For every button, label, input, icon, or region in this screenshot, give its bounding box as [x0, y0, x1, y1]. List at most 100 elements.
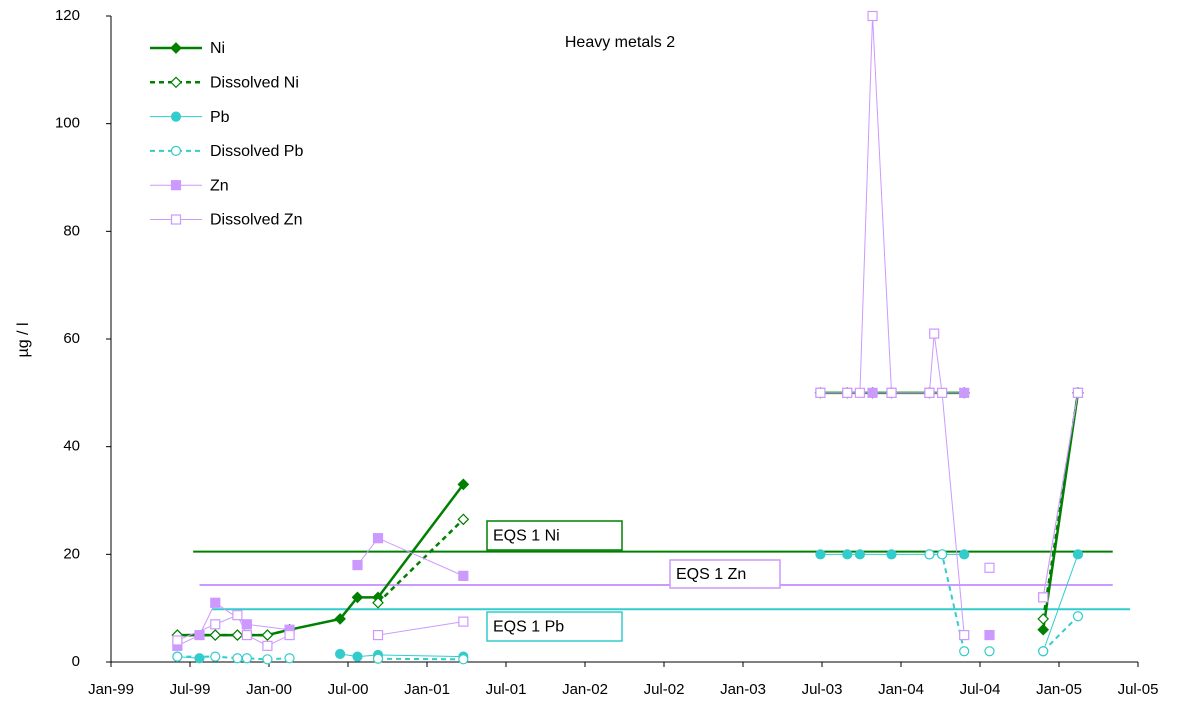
legend-marker	[170, 180, 182, 191]
data-point	[241, 629, 252, 641]
data-point	[984, 646, 995, 657]
reference-label-box	[486, 611, 623, 642]
x-tick-label: Jan-05	[1036, 681, 1082, 698]
data-point	[372, 629, 384, 641]
data-point	[284, 653, 295, 664]
series-line	[177, 15, 1079, 647]
data-point	[959, 549, 970, 560]
legend-label: Dissolved Pb	[210, 143, 303, 160]
data-point	[867, 387, 878, 398]
y-tick-label: 80	[63, 222, 80, 239]
data-point	[335, 648, 346, 660]
data-point	[241, 619, 252, 630]
x-tick-label: Jul-00	[328, 681, 369, 698]
data-point	[984, 629, 995, 641]
data-point	[929, 328, 940, 339]
legend-label: Ni	[210, 40, 225, 57]
legend-marker	[170, 214, 182, 225]
x-tick-label: Jan-00	[246, 681, 292, 698]
data-point	[959, 646, 970, 657]
data-point	[262, 654, 273, 665]
legend-marker	[170, 76, 182, 89]
data-point	[1038, 646, 1049, 657]
x-tick-label: Jul-99	[170, 681, 211, 698]
y-axis-label: µg / l	[15, 322, 32, 357]
data-point	[457, 478, 470, 491]
x-tick-label: Jul-04	[960, 681, 1001, 698]
data-point	[854, 549, 866, 560]
legend-label: Zn	[210, 177, 229, 194]
x-tick-label: Jan-02	[562, 681, 608, 698]
data-point	[231, 629, 244, 641]
y-tick-label: 120	[55, 7, 80, 24]
data-point	[959, 387, 970, 398]
data-point	[262, 640, 273, 651]
data-point	[1038, 592, 1049, 603]
reference-label: EQS 1 Zn	[676, 566, 746, 583]
data-point	[924, 549, 935, 560]
data-point	[457, 513, 470, 526]
data-point	[1037, 623, 1050, 636]
data-point	[936, 549, 948, 560]
data-point	[352, 559, 363, 571]
data-point	[886, 387, 897, 398]
data-point	[210, 597, 221, 608]
data-point	[924, 387, 935, 398]
reference-label-box	[669, 559, 781, 589]
data-point	[352, 651, 363, 662]
data-point	[172, 651, 183, 662]
legend-marker	[170, 42, 182, 54]
data-point	[1072, 611, 1084, 622]
data-point	[1072, 387, 1084, 398]
data-point	[372, 596, 384, 609]
data-point	[232, 653, 243, 664]
data-point	[854, 387, 866, 398]
data-point	[210, 619, 221, 630]
x-tick-label: Jul-03	[802, 681, 843, 698]
data-point	[284, 629, 295, 641]
data-point	[1037, 613, 1050, 625]
data-point	[458, 654, 469, 665]
data-point	[1072, 549, 1084, 560]
data-point	[936, 387, 948, 398]
data-point	[372, 533, 384, 544]
x-tick-label: Jan-01	[404, 681, 450, 698]
data-point	[886, 549, 897, 560]
x-tick-label: Jan-04	[878, 681, 924, 698]
x-tick-label: Jul-05	[1118, 681, 1159, 698]
data-point	[194, 653, 205, 664]
data-point	[261, 629, 274, 641]
y-tick-label: 60	[63, 330, 80, 347]
data-point	[241, 653, 252, 664]
data-point	[209, 629, 222, 641]
data-point	[815, 387, 826, 398]
data-point	[172, 635, 183, 646]
series-line	[177, 392, 1080, 637]
series-line	[177, 391, 1080, 637]
data-point	[372, 653, 384, 664]
data-point	[959, 629, 970, 641]
legend-label: Dissolved Ni	[210, 75, 299, 92]
legend-marker	[170, 145, 182, 156]
series-line	[177, 553, 1079, 661]
data-point	[842, 387, 853, 398]
x-tick-label: Jan-03	[720, 681, 766, 698]
data-point	[334, 613, 346, 625]
reference-label: EQS 1 Ni	[493, 528, 560, 545]
data-point	[351, 591, 364, 604]
chart-title: Heavy metals 2	[565, 34, 675, 51]
reference-label: EQS 1 Pb	[493, 619, 564, 636]
x-tick-label: Jul-02	[644, 681, 685, 698]
data-point	[867, 10, 878, 22]
data-point	[842, 549, 853, 560]
legend-marker	[170, 111, 182, 122]
data-point	[210, 651, 221, 662]
x-tick-label: Jul-01	[486, 681, 527, 698]
y-tick-label: 100	[55, 115, 80, 132]
y-tick-label: 40	[63, 438, 80, 455]
series-line	[177, 553, 1079, 659]
data-point	[984, 562, 995, 573]
data-point	[458, 616, 469, 627]
y-tick-label: 20	[63, 545, 80, 562]
